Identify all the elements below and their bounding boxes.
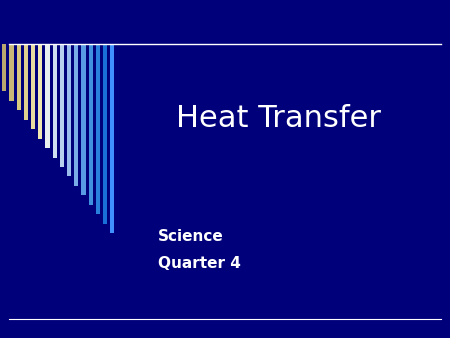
Bar (81, 44, 86, 195)
Text: Heat Transfer: Heat Transfer (176, 104, 382, 133)
Text: Quarter 4: Quarter 4 (158, 256, 240, 271)
Bar (96, 44, 100, 214)
Bar (2, 44, 6, 91)
Bar (45, 44, 50, 148)
Bar (53, 44, 57, 158)
Bar (31, 44, 35, 129)
Bar (67, 44, 71, 176)
Bar (74, 44, 78, 186)
Bar (24, 44, 28, 120)
Bar (9, 44, 14, 101)
Bar (110, 44, 114, 233)
Bar (60, 44, 64, 167)
Bar (103, 44, 107, 224)
Bar (89, 44, 93, 205)
Text: Science: Science (158, 229, 223, 244)
Bar (38, 44, 42, 139)
Bar (17, 44, 21, 110)
